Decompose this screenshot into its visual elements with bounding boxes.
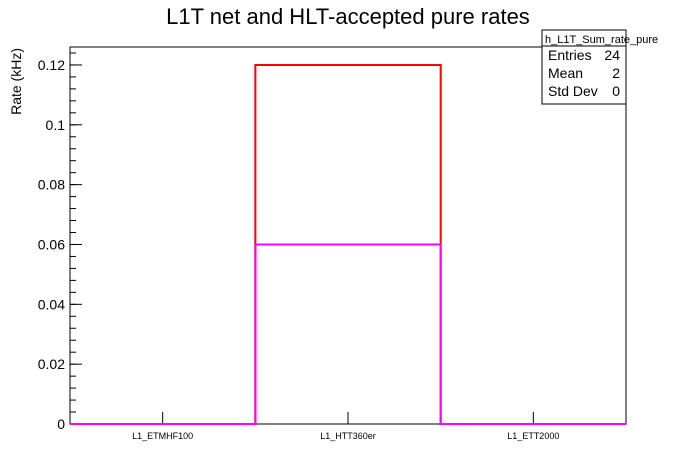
plot-axes: 0 0.02 0.04 0.06 0.08 0.1 0.12 L1_ETMHF100 L1_HT… bbox=[38, 46, 627, 441]
x-tick-label: L1_HTT360er bbox=[320, 431, 376, 441]
y-tick-label: 0 bbox=[57, 416, 65, 432]
stats-box-value: 0 bbox=[612, 83, 620, 99]
y-axis-label: Rate (kHz) bbox=[8, 48, 24, 115]
stats-box-label: Std Dev bbox=[548, 83, 598, 99]
x-tick-label: L1_ETMHF100 bbox=[132, 431, 193, 441]
y-tick-label: 0.06 bbox=[38, 236, 65, 252]
y-tick-label: 0.02 bbox=[38, 356, 65, 372]
stats-box-name: h_L1T_Sum_rate_pure bbox=[545, 34, 658, 46]
stats-box-value: 2 bbox=[612, 65, 620, 81]
histogram-series-2 bbox=[70, 243, 626, 425]
y-tick-label: 0.08 bbox=[38, 177, 65, 193]
y-tick-label: 0.1 bbox=[46, 117, 66, 133]
stats-box-frame bbox=[541, 29, 627, 105]
stats-box-label: Entries bbox=[548, 47, 592, 63]
y-tick-label: 0.04 bbox=[38, 296, 65, 312]
stats-box-label: Mean bbox=[548, 65, 583, 81]
y-tick-label: 0.12 bbox=[38, 57, 65, 73]
plot-marks bbox=[70, 63, 626, 425]
stats-box-value: 24 bbox=[604, 47, 620, 63]
x-tick-label: L1_ETT2000 bbox=[507, 431, 559, 441]
chart-title: L1T net and HLT-accepted pure rates bbox=[166, 4, 530, 29]
